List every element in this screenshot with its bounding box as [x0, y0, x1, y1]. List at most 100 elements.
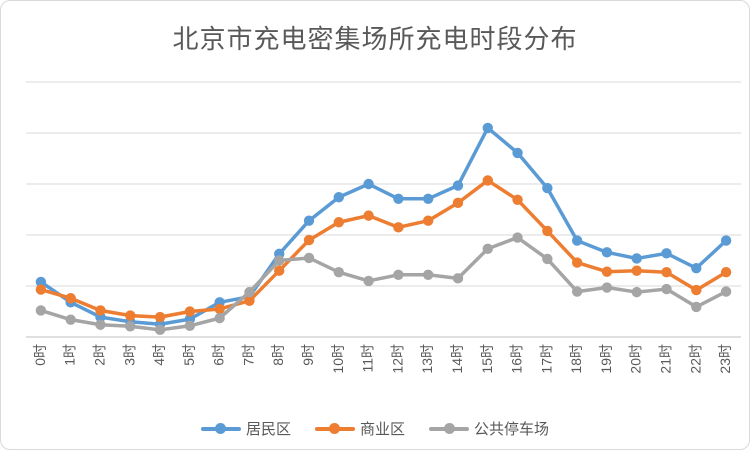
- legend: 居民区 商业区 公共停车场: [1, 418, 749, 439]
- data-point-居民区: [601, 247, 613, 258]
- x-axis-label: 19时: [598, 344, 614, 374]
- legend-label: 公共停车场: [474, 421, 550, 438]
- data-point-居民区: [631, 253, 642, 264]
- data-point-商业区: [333, 217, 345, 228]
- legend-line-marker-icon: [429, 423, 469, 435]
- x-axis-label: 4时: [151, 344, 167, 366]
- data-point-居民区: [661, 248, 672, 259]
- x-axis-label: 13时: [419, 344, 435, 374]
- data-point-公共停车场: [303, 252, 315, 264]
- data-point-公共停车场: [720, 286, 732, 297]
- data-point-商业区: [35, 284, 47, 295]
- data-point-公共停车场: [691, 301, 702, 313]
- data-point-居民区: [333, 192, 345, 203]
- data-point-公共停车场: [661, 283, 672, 295]
- x-axis-label: 20时: [628, 344, 644, 374]
- data-point-公共停车场: [184, 320, 196, 331]
- data-point-公共停车场: [65, 314, 76, 325]
- x-axis-label: 8时: [270, 344, 286, 366]
- data-point-居民区: [571, 235, 583, 246]
- x-axis-label: 22时: [687, 344, 703, 374]
- data-point-商业区: [65, 293, 76, 304]
- data-point-居民区: [303, 215, 315, 226]
- data-point-公共停车场: [512, 232, 523, 243]
- data-point-公共停车场: [452, 273, 464, 284]
- data-point-商业区: [274, 265, 285, 276]
- data-point-商业区: [154, 311, 166, 323]
- data-point-公共停车场: [393, 269, 404, 280]
- data-point-商业区: [542, 225, 553, 237]
- x-axis-label: 2时: [91, 344, 107, 366]
- data-point-公共停车场: [631, 286, 642, 298]
- data-point-商业区: [482, 175, 493, 186]
- x-axis-label: 15时: [479, 344, 495, 374]
- data-point-公共停车场: [422, 269, 434, 280]
- legend-item-公共停车场[interactable]: 公共停车场: [429, 418, 549, 439]
- x-axis-label: 7时: [240, 344, 256, 366]
- data-point-居民区: [422, 193, 434, 204]
- legend-line-marker-icon: [200, 423, 241, 435]
- data-point-居民区: [482, 122, 493, 134]
- x-axis-label: 10时: [330, 344, 346, 374]
- data-point-商业区: [214, 303, 225, 315]
- legend-label: 居民区: [245, 421, 291, 438]
- data-point-商业区: [571, 257, 583, 268]
- data-point-商业区: [303, 234, 315, 246]
- x-axis-label: 14时: [449, 344, 465, 374]
- data-point-公共停车场: [571, 286, 583, 297]
- data-point-居民区: [691, 262, 702, 274]
- x-axis-label: 6时: [211, 344, 227, 366]
- x-axis-label: 17时: [538, 344, 554, 374]
- x-axis-label: 0时: [32, 344, 48, 366]
- data-point-商业区: [720, 267, 732, 278]
- data-point-公共停车场: [214, 312, 225, 324]
- data-point-商业区: [661, 267, 672, 278]
- data-point-公共停车场: [125, 321, 136, 332]
- data-point-商业区: [422, 215, 434, 226]
- data-point-公共停车场: [274, 255, 285, 266]
- data-point-公共停车场: [333, 267, 345, 278]
- data-point-商业区: [125, 310, 136, 321]
- x-axis-label: 21时: [658, 344, 674, 374]
- x-axis-label: 1时: [62, 344, 78, 366]
- legend-item-居民区[interactable]: 居民区: [200, 418, 291, 439]
- data-point-公共停车场: [95, 319, 106, 330]
- x-axis-label: 3时: [121, 344, 137, 366]
- data-point-居民区: [720, 235, 732, 246]
- data-point-公共停车场: [154, 324, 166, 336]
- data-point-公共停车场: [244, 286, 255, 298]
- data-point-居民区: [393, 193, 404, 204]
- x-axis-label: 16时: [509, 344, 525, 374]
- data-point-商业区: [95, 305, 106, 316]
- data-point-公共停车场: [542, 253, 553, 265]
- chart-title: 北京市充电密集场所充电时段分布: [172, 24, 578, 54]
- data-point-商业区: [631, 265, 642, 276]
- data-point-居民区: [542, 182, 553, 194]
- data-point-商业区: [363, 210, 374, 221]
- x-axis-label: 9时: [300, 344, 316, 366]
- data-point-商业区: [691, 284, 702, 296]
- data-point-居民区: [512, 147, 523, 159]
- x-axis-label: 23时: [717, 344, 733, 374]
- data-point-公共停车场: [35, 305, 47, 316]
- data-point-商业区: [184, 306, 196, 317]
- series-line-居民区: [39, 126, 728, 326]
- data-point-商业区: [601, 266, 613, 277]
- legend-item-商业区[interactable]: 商业区: [314, 418, 405, 439]
- data-point-居民区: [35, 276, 47, 288]
- data-point-公共停车场: [363, 275, 374, 287]
- legend-label: 商业区: [359, 421, 405, 438]
- data-point-公共停车场: [482, 243, 493, 254]
- x-axis-label: 18时: [568, 344, 584, 374]
- series-line-商业区: [39, 178, 728, 319]
- data-point-居民区: [452, 180, 464, 191]
- legend-line-marker-icon: [314, 423, 355, 435]
- x-axis-label: 12时: [389, 344, 405, 374]
- x-axis-label: 5时: [181, 344, 197, 366]
- data-point-商业区: [512, 194, 523, 206]
- data-point-商业区: [393, 222, 404, 233]
- data-point-居民区: [363, 178, 374, 190]
- plot-area: 0时 1时 2时 3时 4时 5时 6时 7时 8时 9时 10时 11时 12时 13时 14时 15时 16…: [26, 81, 741, 374]
- x-axis-label: 11时: [360, 344, 376, 373]
